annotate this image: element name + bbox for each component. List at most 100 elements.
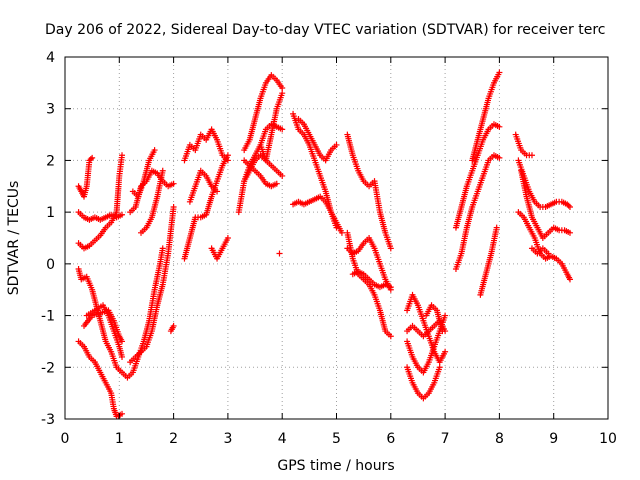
series-track-39 <box>512 131 535 159</box>
data-point <box>151 147 158 154</box>
data-point <box>338 229 345 236</box>
data-point <box>159 167 166 174</box>
series-track-28 <box>344 229 394 340</box>
data-point <box>119 353 126 360</box>
series-track-36 <box>452 121 503 231</box>
data-point <box>439 328 446 335</box>
series-track-12 <box>167 322 177 335</box>
data-point <box>436 364 443 371</box>
series-track-14 <box>181 126 231 164</box>
x-tick-label: 7 <box>441 431 450 447</box>
x-tick-label: 4 <box>278 431 287 447</box>
data-point <box>170 180 177 187</box>
x-axis-title: GPS time / hours <box>277 458 394 474</box>
data-point <box>565 202 572 209</box>
x-tick-label: 6 <box>386 431 395 447</box>
data-point <box>279 172 286 179</box>
series-track-25 <box>295 116 340 164</box>
data-point <box>159 245 166 252</box>
data-point <box>387 245 394 252</box>
data-point <box>224 157 231 164</box>
x-tick-label: 0 <box>61 431 70 447</box>
series-track-29 <box>349 268 394 291</box>
data-point <box>545 250 552 257</box>
data-point <box>442 348 449 355</box>
y-tick-label: 2 <box>46 153 55 169</box>
data-point <box>333 224 340 231</box>
series-track-03 <box>75 152 126 252</box>
x-tick-label: 2 <box>169 431 178 447</box>
y-tick-label: 1 <box>46 205 55 221</box>
series-track-10 <box>129 147 158 200</box>
series-track-21 <box>257 90 286 164</box>
axis-ticks: 0 1 2 3 4 5 6 7 8 9 10 -3 -2 -1 0 1 2 3 4 <box>41 50 617 447</box>
data-point <box>119 410 126 417</box>
x-tick-label: 3 <box>223 431 232 447</box>
x-tick-label: 1 <box>115 431 124 447</box>
data-point <box>214 188 221 195</box>
series-track-02 <box>75 154 96 200</box>
data-point <box>496 154 503 161</box>
x-tick-label: 9 <box>549 431 558 447</box>
data-point <box>333 141 340 148</box>
data-point <box>170 203 177 210</box>
data-point <box>496 123 503 130</box>
y-axis-title: SDTVAR / TECUs <box>6 181 22 296</box>
y-tick-label: -2 <box>41 360 55 376</box>
series-track-22 <box>276 250 283 257</box>
x-tick-label: 10 <box>599 431 617 447</box>
series-track-18 <box>241 72 286 154</box>
data-point <box>442 312 449 319</box>
series-track-05 <box>75 338 126 420</box>
data-point <box>170 322 177 329</box>
data-point <box>279 90 286 97</box>
x-tick-label: 5 <box>332 431 341 447</box>
data-point <box>493 224 500 231</box>
y-tick-label: -3 <box>41 412 55 428</box>
y-tick-label: 3 <box>46 102 55 118</box>
data-point <box>387 284 394 291</box>
series-track-16 <box>208 235 231 262</box>
series-track-33 <box>404 364 443 402</box>
series-track-37 <box>469 69 503 164</box>
series-track-06 <box>81 307 126 345</box>
data-point <box>119 338 126 345</box>
series-track-20 <box>241 152 286 185</box>
y-tick-label: 0 <box>46 257 55 273</box>
series-track-15 <box>186 167 221 205</box>
x-tick-label: 8 <box>495 431 504 447</box>
data-point <box>566 276 573 283</box>
data-marks <box>75 69 573 420</box>
data-point <box>119 152 126 159</box>
series-track-11 <box>138 167 166 236</box>
data-point <box>279 126 286 133</box>
data-point <box>387 333 394 340</box>
data-point <box>279 85 286 92</box>
grid <box>65 57 608 419</box>
chart-title: Day 206 of 2022, Sidereal Day-to-day VTE… <box>45 22 605 38</box>
series-track-07 <box>83 302 126 360</box>
data-point <box>273 180 280 187</box>
series-track-09 <box>127 203 177 366</box>
data-point <box>276 250 283 257</box>
series-track-35 <box>452 152 503 273</box>
series-track-38 <box>477 224 500 298</box>
data-point <box>87 156 94 163</box>
data-point <box>566 229 573 236</box>
data-point <box>224 152 231 159</box>
series-track-04 <box>75 209 126 223</box>
data-point <box>119 211 126 218</box>
data-point <box>566 203 573 210</box>
data-point <box>89 154 96 161</box>
data-point <box>528 152 535 159</box>
series-track-43 <box>528 245 552 257</box>
y-tick-label: -1 <box>41 309 55 325</box>
series-track-26 <box>344 131 394 252</box>
series-track-34 <box>423 302 446 335</box>
series-track-32 <box>404 312 449 376</box>
series-track-17 <box>235 121 286 216</box>
data-point <box>496 69 503 76</box>
series-track-24 <box>290 110 340 231</box>
series-track-40 <box>515 209 573 283</box>
